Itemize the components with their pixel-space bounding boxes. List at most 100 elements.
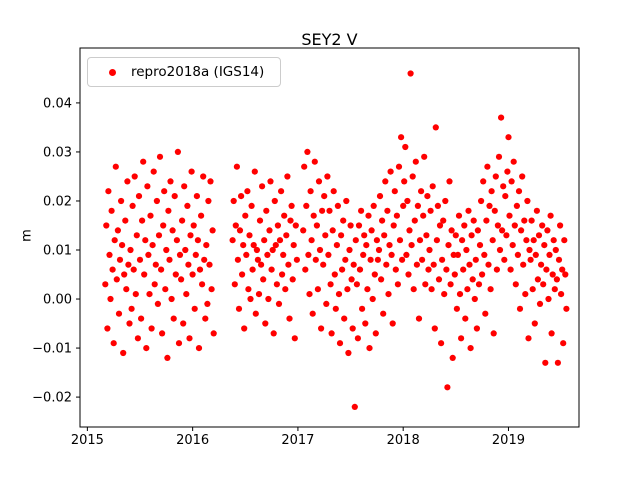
data-point xyxy=(409,173,416,180)
data-point xyxy=(521,217,528,224)
data-point xyxy=(130,266,137,273)
data-point xyxy=(255,291,263,298)
data-point xyxy=(306,291,313,298)
data-point xyxy=(286,315,293,322)
data-point xyxy=(201,256,208,263)
data-point xyxy=(471,295,478,303)
data-point xyxy=(541,242,548,249)
data-point xyxy=(396,237,404,244)
y-tick-label: 0.00 xyxy=(43,293,72,308)
data-point xyxy=(240,242,247,249)
data-point xyxy=(116,256,124,263)
data-point xyxy=(508,178,515,185)
data-point xyxy=(415,315,423,322)
data-point xyxy=(234,256,241,263)
x-tick-label: 2019 xyxy=(492,433,525,448)
data-point xyxy=(330,188,337,195)
data-point xyxy=(314,286,321,293)
data-point xyxy=(498,114,505,121)
data-point xyxy=(154,300,161,307)
data-point xyxy=(205,197,212,205)
data-point xyxy=(254,256,261,263)
y-axis-label: m xyxy=(19,229,35,242)
data-point xyxy=(505,134,512,141)
data-point xyxy=(121,271,128,278)
data-point xyxy=(392,266,399,273)
data-point xyxy=(264,251,271,258)
data-point xyxy=(518,227,525,234)
data-point xyxy=(187,232,194,239)
data-point xyxy=(249,266,256,273)
data-point xyxy=(258,261,265,268)
data-point xyxy=(110,340,117,347)
data-point xyxy=(185,261,192,268)
data-point xyxy=(501,256,508,263)
data-point xyxy=(458,335,465,342)
data-point xyxy=(369,295,376,303)
data-point xyxy=(412,158,419,165)
data-point xyxy=(414,202,421,209)
data-point xyxy=(385,291,392,298)
data-point xyxy=(557,222,564,229)
data-point xyxy=(114,227,121,234)
data-point xyxy=(467,345,474,352)
data-point xyxy=(408,242,415,249)
data-point xyxy=(231,281,238,288)
data-point xyxy=(387,168,394,175)
data-point xyxy=(410,286,417,293)
data-point xyxy=(542,359,549,366)
data-point xyxy=(389,320,396,327)
data-point xyxy=(425,266,432,273)
data-point xyxy=(433,237,440,244)
data-point xyxy=(426,246,433,254)
data-point xyxy=(371,271,378,278)
data-point xyxy=(431,325,438,332)
data-point xyxy=(310,212,317,219)
data-point xyxy=(361,232,368,239)
data-point xyxy=(366,345,373,352)
data-point xyxy=(512,281,519,288)
data-point xyxy=(439,256,446,263)
data-point xyxy=(275,300,283,307)
data-point xyxy=(336,340,344,347)
data-point xyxy=(269,246,276,254)
data-point xyxy=(422,281,429,288)
data-point xyxy=(105,188,112,195)
data-point xyxy=(489,237,496,244)
data-point xyxy=(233,163,240,170)
data-point xyxy=(147,212,154,219)
data-point xyxy=(494,222,501,229)
data-point xyxy=(495,153,503,160)
data-point xyxy=(496,246,504,254)
data-point xyxy=(441,291,448,298)
y-tick-label: −0.02 xyxy=(32,391,72,406)
data-point xyxy=(190,222,197,229)
data-point xyxy=(290,242,297,249)
data-point xyxy=(382,178,389,185)
data-point xyxy=(455,212,463,219)
data-point xyxy=(305,251,312,258)
data-point xyxy=(316,246,324,254)
data-point xyxy=(452,232,459,239)
chart-title: SEY2 V xyxy=(301,30,358,49)
y-tick-label: 0.04 xyxy=(43,96,72,111)
data-point xyxy=(514,251,522,258)
data-point xyxy=(488,188,495,195)
data-point xyxy=(276,237,284,244)
data-point xyxy=(207,178,214,185)
data-point xyxy=(125,261,132,268)
data-point xyxy=(427,207,434,214)
data-point xyxy=(301,163,308,170)
data-point xyxy=(332,305,339,312)
data-point xyxy=(523,237,530,244)
data-point xyxy=(250,242,257,249)
data-point xyxy=(112,163,119,170)
data-point xyxy=(188,168,195,175)
data-point xyxy=(535,232,543,239)
data-point xyxy=(372,330,379,337)
data-point xyxy=(300,227,307,234)
data-point xyxy=(364,286,371,293)
data-point xyxy=(309,310,316,317)
x-tick-label: 2016 xyxy=(176,433,209,448)
